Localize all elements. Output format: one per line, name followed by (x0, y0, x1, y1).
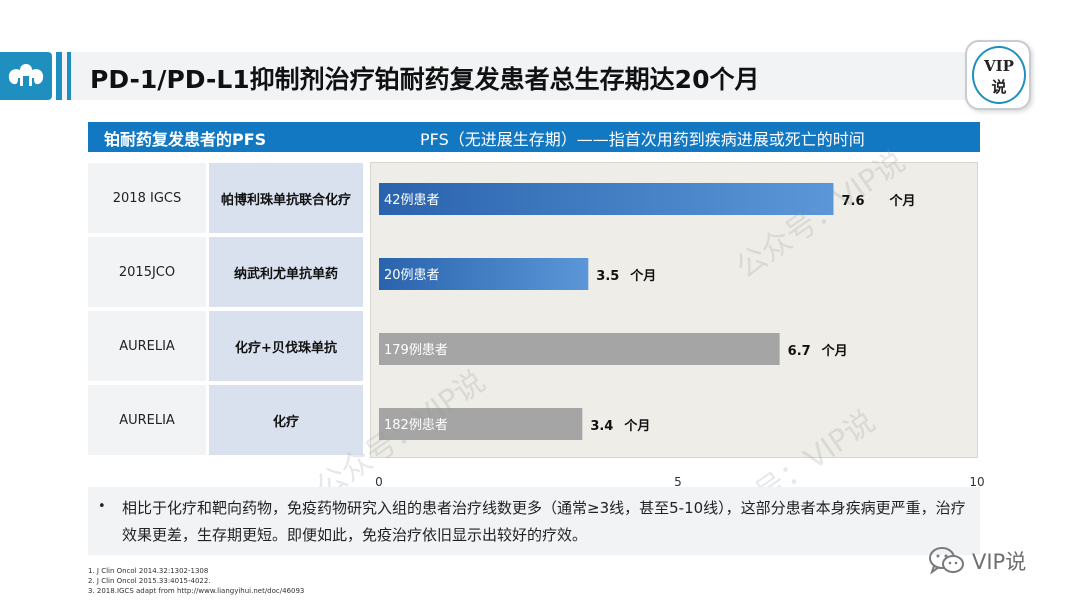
vip-badge-line1: VIP (984, 57, 1014, 75)
row-1-drug: 帕博利珠单抗联合化疗 (209, 163, 363, 233)
summary-note: • 相比于化疗和靶向药物，免疫药物研究入组的患者治疗线数更多（通常≥3线，甚至5… (88, 487, 980, 555)
references: 1. J Clin Oncol 2014.32:1302-1308 2. J C… (88, 566, 304, 596)
summary-text: 相比于化疗和靶向药物，免疫药物研究入组的患者治疗线数更多（通常≥3线，甚至5-1… (122, 499, 966, 544)
wechat-icon (929, 547, 964, 575)
row-1-source: 2018 IGCS (88, 163, 206, 233)
bar-2 (379, 258, 589, 290)
title-accent (67, 52, 71, 100)
bar-4-unit-label: 个月 (623, 418, 650, 434)
reference-2: 2. J Clin Oncol 2015.33:4015-4022. (88, 577, 211, 585)
x-tick-label-3: 10 (969, 475, 984, 489)
bar-2-unit-label: 个月 (629, 268, 656, 284)
wechat-brand-mark: VIP说 (928, 546, 1026, 576)
bar-4-value-label: 3.4 (590, 419, 613, 434)
x-tick-label-2: 5 (674, 475, 682, 489)
bar-1 (379, 183, 834, 215)
bar-3 (379, 333, 780, 365)
pfs-definition: PFS（无进展生存期）——指首次用药到疾病进展或死亡的时间 (420, 130, 865, 149)
row-2-source: 2015JCO (88, 237, 206, 307)
reference-3: 3. 2018.IGCS adapt from http://www.liang… (88, 587, 305, 595)
vip-badge-line2: 说 (991, 78, 1007, 96)
row-3-source: AURELIA (88, 311, 206, 381)
row-4-source: AURELIA (88, 385, 206, 455)
bar-1-patient-label: 42例患者 (384, 193, 440, 208)
vip-badge: VIP 说 (965, 40, 1031, 110)
row-2-drug: 纳武利尤单抗单药 (209, 237, 363, 307)
section-title: 铂耐药复发患者的PFS (104, 130, 267, 149)
bar-4 (379, 408, 583, 440)
reference-1: 1. J Clin Oncol 2014.32:1302-1308 (88, 567, 209, 575)
title-bar: PD-1/PD-L1抑制剂治疗铂耐药复发患者总生存期达20个月 (56, 52, 1031, 100)
bar-3-unit-label: 个月 (821, 343, 848, 359)
wechat-brand-label: VIP说 (972, 550, 1027, 574)
vip-badge-circle: VIP 说 (972, 46, 1026, 104)
bar-2-value-label: 3.5 (596, 269, 619, 284)
row-4-drug: 化疗 (209, 385, 363, 455)
bar-1-value-label: 7.6 (841, 194, 864, 209)
row-3-drug: 化疗+贝伐珠单抗 (209, 311, 363, 381)
bar-2-patient-label: 20例患者 (384, 268, 440, 283)
bar-3-patient-label: 179例患者 (384, 343, 448, 358)
lung-logo-icon (8, 64, 44, 86)
bar-4-patient-label: 182例患者 (384, 418, 448, 433)
bar-1-unit-label: 个月 (888, 193, 915, 209)
bullet-point: • (98, 499, 106, 514)
section-band: 铂耐药复发患者的PFS PFS（无进展生存期）——指首次用药到疾病进展或死亡的时… (88, 122, 980, 152)
bar-3-value-label: 6.7 (788, 344, 811, 359)
logo-tab (0, 52, 52, 100)
page-title: PD-1/PD-L1抑制剂治疗铂耐药复发患者总生存期达20个月 (90, 65, 760, 94)
x-tick-label-1: 0 (375, 475, 383, 489)
